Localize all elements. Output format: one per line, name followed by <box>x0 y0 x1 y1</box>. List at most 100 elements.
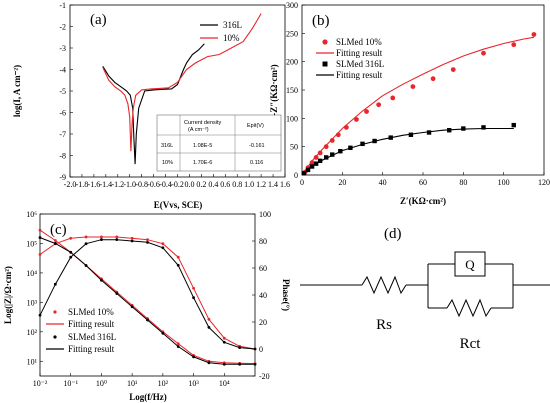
panel-d-equivalent-circuit: (d) Q Rs Rct <box>300 226 550 352</box>
data-point-phase <box>238 346 242 350</box>
data-point-modulus <box>53 242 57 245</box>
legend-316l-label: 316L <box>223 20 242 30</box>
x-tick-label: 10⁻² <box>33 379 48 388</box>
data-point-modulus <box>130 305 134 309</box>
x-tick-label: 10⁰ <box>96 379 107 388</box>
panel-c-label: (c) <box>50 222 67 238</box>
data-point-phase <box>207 326 211 329</box>
data-point-phase <box>192 286 195 290</box>
panel-a-polarization-chart: (a) -2.0 -1.8 -1.6 -1.4 -1.2 -1.0 -0.8 -0.6 -0.4… <box>12 1 290 210</box>
data-point-slm316l <box>426 130 432 135</box>
data-point-slm10 <box>317 150 323 156</box>
data-point-phase <box>130 236 134 240</box>
x-tick-label: -1.6 <box>88 180 101 189</box>
x-tick-label: 0.0 <box>184 180 194 189</box>
y2-tick-label: 20 <box>259 318 267 327</box>
y-tick-label: -2 <box>59 23 66 32</box>
data-point-modulus <box>238 362 242 366</box>
x-tick-label: 0.8 <box>232 180 242 189</box>
legend-slm316l-marker <box>322 61 328 67</box>
data-point-modulus <box>38 236 42 239</box>
data-point-slm316l <box>324 155 329 160</box>
y-tick-label: 10¹ <box>27 357 38 366</box>
data-point-modulus <box>69 250 73 254</box>
q-label: Q <box>465 257 475 272</box>
x-tick-label: -2.0 <box>64 180 77 189</box>
table-cell: 1.70E-6 <box>193 160 212 166</box>
y-tick-label: 50 <box>290 143 298 152</box>
y-tick-label: -8 <box>59 152 66 161</box>
data-point-phase <box>69 255 73 259</box>
x-tick-label: 1.2 <box>256 180 266 189</box>
data-point-modulus <box>84 264 88 267</box>
data-point-modulus <box>207 361 211 365</box>
legend-c-fit316l-label: Fitting result <box>68 344 115 354</box>
data-point-slm10 <box>481 50 486 56</box>
x-tick-label: -0.4 <box>159 180 172 189</box>
x-tick-label: 10⁻¹ <box>63 379 78 388</box>
data-point-phase <box>207 317 211 321</box>
x-tick-label: 10¹ <box>127 379 138 388</box>
data-point-modulus <box>100 278 103 282</box>
data-point-slm10 <box>430 76 436 82</box>
data-point-slm10 <box>450 67 456 72</box>
legend-slm10-label: SLMed 10% <box>336 37 382 47</box>
y-tick-label: -1 <box>59 1 66 10</box>
x-tick-label: 0.2 <box>196 180 206 189</box>
panel-b-xlabel: Z′(KΩ·cm²) <box>400 196 446 206</box>
data-point-slm10 <box>511 42 517 48</box>
data-point-slm10 <box>531 32 537 37</box>
table-frame <box>156 114 282 172</box>
y-tick-label: -4 <box>59 66 66 75</box>
x-tick-label: 60 <box>419 178 427 187</box>
legend-slm316l-label: SLMed 316L <box>336 59 384 69</box>
panel-c-ylabel: Log(|Z|/Ω·cm²) <box>3 266 13 324</box>
panel-b-series <box>301 32 537 176</box>
panel-c-series <box>38 228 257 366</box>
panel-c-legend: SLMed 10% Fitting result SLMed 316L Fitt… <box>46 307 116 354</box>
data-point-phase <box>253 347 257 351</box>
legend-slm10-marker <box>322 39 328 45</box>
x-tick-label: 0 <box>300 178 304 187</box>
data-point-phase <box>38 253 42 256</box>
legend-c-slm10-marker <box>53 310 57 314</box>
panel-c-y2label: Phase(°) <box>281 279 291 311</box>
data-point-modulus <box>176 342 180 345</box>
legend-fit316l-label: Fitting result <box>336 70 383 80</box>
x-tick-label: -1.0 <box>123 180 136 189</box>
y-tick-label: 10⁴ <box>26 269 37 278</box>
x-tick-label: 120 <box>538 178 550 187</box>
legend-10-label: 10% <box>223 33 240 43</box>
panel-c-xlabel: Log(f/Hz) <box>129 392 167 402</box>
data-point-phase <box>176 255 180 259</box>
data-point-phase <box>146 238 149 242</box>
data-point-phase <box>222 336 226 340</box>
panel-a-series <box>102 13 262 165</box>
data-point-modulus <box>146 318 149 322</box>
x-tick-label: -0.2 <box>171 180 184 189</box>
y-tick-label: 10³ <box>27 298 38 307</box>
data-point-phase <box>100 235 103 239</box>
data-point-phase <box>146 240 149 244</box>
data-point-phase <box>161 242 165 246</box>
legend-fit10-label: Fitting result <box>336 48 383 58</box>
y2-tick-label: 100 <box>259 210 271 219</box>
x-tick-label: 0.4 <box>208 180 218 189</box>
series-line-10pct <box>102 13 262 152</box>
y2-tick-label: 60 <box>259 264 267 273</box>
data-point-slm10 <box>309 160 315 165</box>
data-point-phase <box>84 242 88 246</box>
data-point-slm10 <box>390 95 396 101</box>
rct-label: Rct <box>460 336 482 352</box>
y-tick-label: 250 <box>286 29 298 38</box>
data-point-slm10 <box>329 138 335 143</box>
panel-b-ticks: 0 20 40 60 80 100 120 0 50 100 150 200 250 300 <box>286 1 550 187</box>
y-tick-label: 10⁵ <box>26 239 37 248</box>
panel-a-label: (a) <box>90 12 107 28</box>
data-point-modulus <box>192 355 195 359</box>
x-tick-label: 80 <box>459 178 467 187</box>
data-point-modulus <box>161 331 165 335</box>
data-point-slm316l <box>481 125 486 130</box>
y-tick-label: 10⁶ <box>26 210 37 219</box>
table-cell: 316L <box>161 143 173 149</box>
